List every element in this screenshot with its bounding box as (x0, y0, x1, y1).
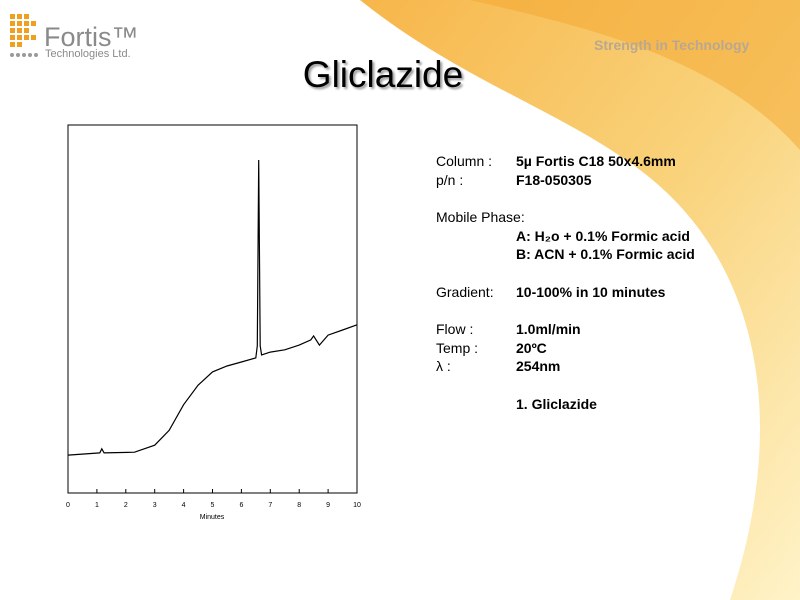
param-label: Temp : (436, 340, 479, 356)
tagline: Strength in Technology (594, 37, 750, 53)
param-label: Mobile Phase: (436, 209, 525, 225)
x-tick-label: 8 (297, 502, 301, 509)
x-tick-label: 1 (95, 502, 99, 509)
slide-title: Gliclazide (302, 54, 464, 95)
param-value: 20ºC (516, 340, 547, 356)
x-tick-label: 6 (239, 502, 243, 509)
param-label: Gradient: (436, 284, 494, 300)
param-value: F18-050305 (516, 172, 592, 188)
param-value: 5µ Fortis C18 50x4.6mm (516, 153, 676, 169)
brand-name: Fortis™ (44, 22, 139, 52)
param-value: A: H₂o + 0.1% Formic acid (516, 228, 690, 244)
x-tick-label: 5 (211, 502, 215, 509)
x-tick-label: 9 (326, 502, 330, 509)
param-value: 254nm (516, 358, 561, 374)
x-tick-label: 7 (268, 502, 272, 509)
param-value: 10-100% in 10 minutes (516, 284, 666, 300)
param-value: B: ACN + 0.1% Formic acid (516, 246, 695, 262)
brand-subtitle: Technologies Ltd. (45, 48, 131, 60)
param-label: Flow : (436, 321, 474, 337)
trace (67, 159, 358, 456)
peak-list: 1. Gliclazide (516, 396, 597, 412)
x-tick-label: 0 (66, 502, 70, 509)
param-label: p/n : (436, 172, 464, 188)
plot-frame (67, 124, 358, 494)
param-label: λ : (436, 358, 451, 374)
param-label: Column : (436, 153, 493, 169)
x-axis-label: Minutes (200, 514, 225, 521)
x-tick-label: 2 (124, 502, 128, 509)
x-tick-label: 10 (353, 502, 361, 509)
param-value: 1.0ml/min (516, 321, 581, 337)
x-tick-label: 3 (153, 502, 157, 509)
x-tick-label: 4 (182, 502, 186, 509)
